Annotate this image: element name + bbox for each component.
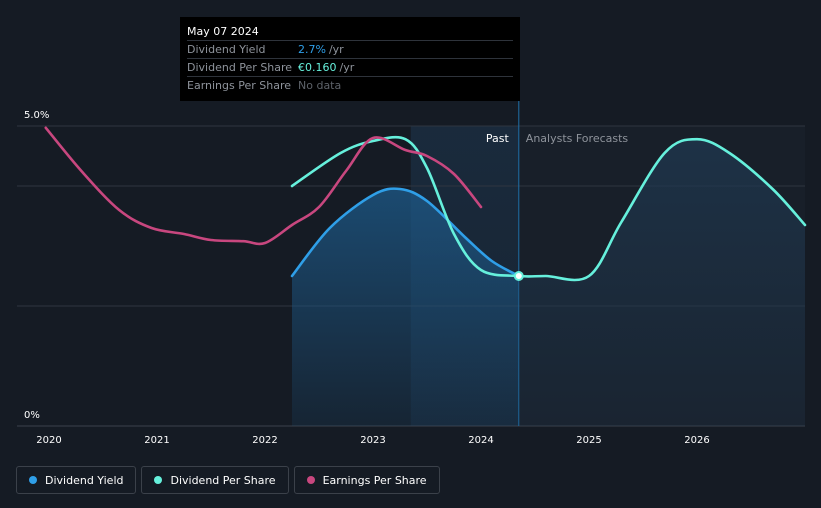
tooltip-label: Dividend Per Share: [187, 61, 293, 74]
series-line-dividend-yield: [290, 187, 521, 278]
legend-label: Dividend Per Share: [170, 473, 276, 487]
legend-label: Dividend Yield: [45, 473, 124, 487]
series-line-earnings-per-share: [44, 126, 483, 246]
legend-dot-icon: [306, 476, 315, 484]
legend: Dividend Yield Dividend Per Share Earnin…: [16, 466, 445, 494]
tooltip-value: 2.7%: [298, 43, 326, 56]
tooltip-row-dividend-yield: Dividend Yield 2.7% /yr: [187, 41, 513, 59]
tooltip-value: No data: [298, 79, 342, 92]
y-tick-label: 0%: [24, 410, 40, 421]
legend-item-dividend-per-share[interactable]: Dividend Per Share: [141, 466, 289, 494]
x-tick-label: 2021: [144, 435, 169, 446]
tooltip: May 07 2024 Dividend Yield 2.7% /yr Divi…: [180, 17, 520, 101]
forecast-label: Analysts Forecasts: [526, 132, 629, 145]
x-tick-label: 2023: [360, 435, 385, 446]
past-label: Past: [486, 132, 510, 145]
x-tick-label: 2020: [36, 435, 61, 446]
tooltip-row-earnings-per-share: Earnings Per Share No data: [187, 77, 513, 94]
y-tick-label: 5.0%: [24, 110, 49, 121]
legend-label: Earnings Per Share: [322, 473, 427, 487]
x-tick-label: 2026: [684, 435, 709, 446]
tooltip-date: May 07 2024: [187, 23, 513, 41]
forecast-area: [518, 139, 805, 426]
tooltip-label: Earnings Per Share: [187, 79, 292, 92]
x-tick-label: 2025: [576, 435, 601, 446]
x-tick-label: 2024: [468, 435, 493, 446]
x-tick-label: 2022: [252, 435, 277, 446]
tooltip-row-dividend-per-share: Dividend Per Share €0.160 /yr: [187, 59, 513, 77]
legend-dot-icon: [29, 476, 37, 484]
legend-dot-icon: [154, 476, 163, 484]
tooltip-unit: /yr: [339, 61, 355, 74]
legend-item-dividend-yield[interactable]: Dividend Yield: [16, 466, 137, 494]
tooltip-label: Dividend Yield: [187, 43, 266, 56]
tooltip-value: €0.160: [298, 61, 337, 74]
series-line-dividend-per-share: [290, 135, 807, 282]
legend-item-earnings-per-share[interactable]: Earnings Per Share: [293, 466, 440, 494]
tooltip-unit: /yr: [328, 43, 344, 56]
hover-marker: [513, 271, 524, 281]
